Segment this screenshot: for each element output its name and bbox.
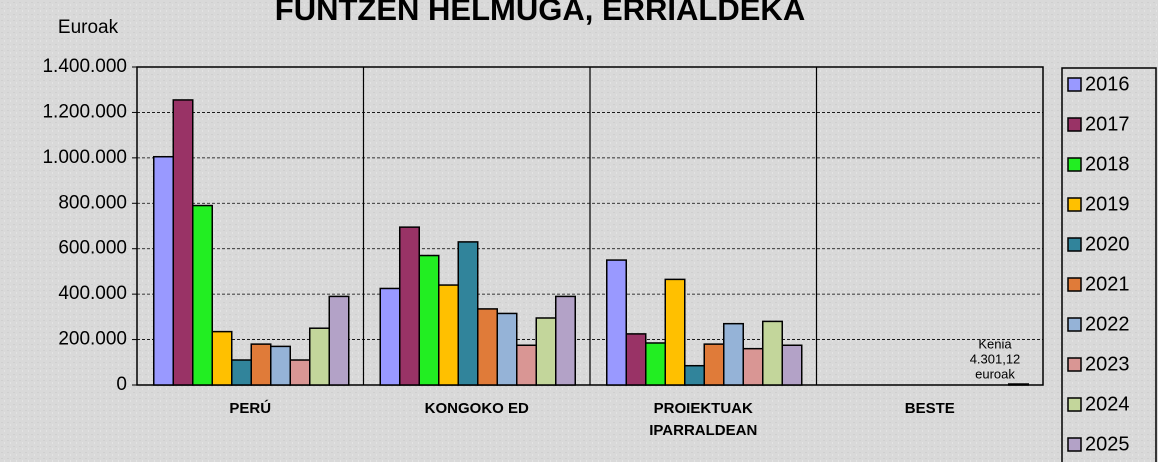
bar [270, 345, 291, 386]
legend-label: 2017 [1085, 113, 1130, 135]
bar [645, 342, 666, 386]
bar [192, 204, 213, 386]
bar [457, 241, 479, 386]
bar [723, 322, 744, 386]
legend-swatch [1067, 77, 1082, 92]
legend-label: 2016 [1085, 73, 1130, 95]
bar [496, 312, 518, 386]
bar [684, 364, 705, 386]
y-tick-label: 0 [116, 374, 127, 395]
x-tick-label: PERÚ [229, 399, 271, 417]
legend-swatch [1067, 357, 1082, 372]
bar [309, 327, 330, 386]
legend-label: 2022 [1085, 313, 1130, 335]
bar [231, 359, 252, 386]
y-tick-label: 1.400.000 [42, 56, 127, 77]
legend-label: 2019 [1085, 193, 1130, 215]
legend-swatch [1067, 237, 1082, 252]
bar [516, 344, 537, 386]
bar [379, 287, 401, 386]
bar [606, 259, 627, 386]
legend-swatch [1067, 157, 1082, 172]
bar [250, 343, 272, 386]
legend-label: 2020 [1085, 233, 1130, 255]
legend-swatch [1067, 437, 1082, 452]
bar [399, 226, 420, 386]
legend-label: 2025 [1085, 433, 1130, 455]
y-tick-label: 800.000 [58, 192, 127, 213]
legend-label: 2023 [1085, 353, 1130, 375]
bar [418, 254, 440, 386]
legend-label: 2018 [1085, 153, 1130, 175]
annotation: Kenia [978, 336, 1012, 351]
bar [762, 320, 783, 386]
x-tick-label: KONGOKO ED [425, 400, 529, 417]
bar [555, 295, 576, 386]
legend-swatch [1067, 117, 1082, 132]
bar [172, 99, 194, 386]
y-tick-label: 200.000 [58, 329, 127, 350]
y-tick-label: 1.000.000 [42, 147, 127, 168]
annotation: euroak [975, 366, 1015, 381]
bar [289, 359, 311, 386]
annotation: 4.301,12 [970, 351, 1021, 366]
legend-box [1061, 67, 1157, 462]
bar [328, 295, 350, 386]
x-tick-label: PROIEKTUAK IPARRALDEAN [649, 400, 757, 439]
bar [153, 155, 174, 386]
bar [535, 317, 557, 386]
x-tick-label: BESTE [905, 400, 955, 417]
bar [664, 278, 686, 386]
legend-swatch [1067, 317, 1082, 332]
legend-swatch [1067, 277, 1082, 292]
chart-title: FUNTZEN HELMUGA, ERRIALDEKA [275, 0, 805, 27]
legend-label: 2021 [1085, 273, 1130, 295]
bar [211, 330, 233, 386]
y-tick-label: 400.000 [58, 283, 127, 304]
bar [477, 308, 498, 386]
legend-swatch [1067, 197, 1082, 212]
bar [703, 343, 725, 386]
bar [438, 284, 459, 386]
y-tick-label: 1.200.000 [42, 101, 127, 122]
legend-swatch [1067, 397, 1082, 412]
bar [742, 347, 764, 386]
bar [625, 333, 647, 386]
bar [781, 344, 803, 386]
bar [1008, 383, 1029, 386]
y-axis-label: Euroak [58, 17, 119, 38]
legend-label: 2024 [1085, 393, 1130, 415]
y-tick-label: 600.000 [58, 238, 127, 259]
